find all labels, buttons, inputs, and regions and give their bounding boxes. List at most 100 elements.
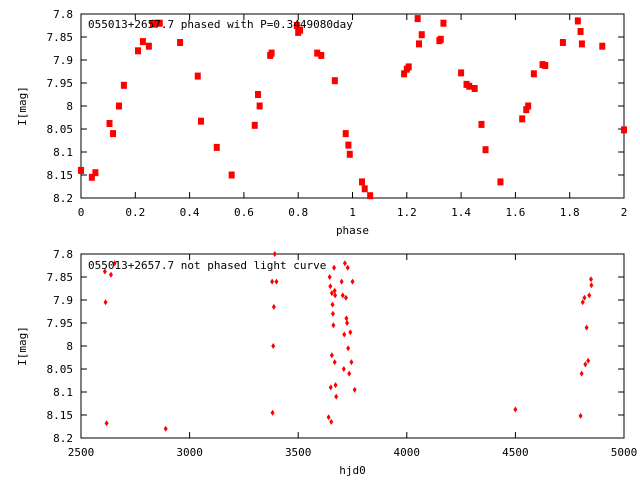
y-tick-label: 7.9 bbox=[53, 294, 73, 307]
data-point bbox=[255, 91, 262, 98]
x-tick-label: 0.6 bbox=[234, 206, 254, 219]
y-axis-ticks: 7.8 7.85 7.9 7.95 8 8.05 8.1 8.15 8.2 bbox=[47, 8, 624, 205]
x-tick-label: 3500 bbox=[285, 446, 312, 459]
data-point bbox=[577, 27, 584, 35]
data-point bbox=[346, 345, 351, 352]
x-tick-label: 5000 bbox=[611, 446, 638, 459]
data-point bbox=[599, 42, 606, 50]
data-point bbox=[326, 414, 331, 421]
data-point bbox=[344, 315, 349, 322]
y-tick-label: 8.2 bbox=[53, 192, 73, 205]
data-point bbox=[331, 77, 338, 85]
data-point bbox=[270, 278, 275, 285]
y-tick-label: 8.05 bbox=[47, 363, 74, 376]
data-point bbox=[139, 38, 146, 46]
chart-title: 055013+2657.7 phased with P=0.3449080day bbox=[88, 18, 353, 31]
data-point bbox=[343, 294, 348, 301]
x-axis-label: phase bbox=[336, 224, 369, 237]
data-point bbox=[352, 386, 357, 393]
y-tick-label: 7.85 bbox=[47, 271, 74, 284]
data-point bbox=[414, 15, 421, 23]
data-point bbox=[329, 418, 334, 425]
y-tick-label: 8.1 bbox=[53, 386, 73, 399]
data-point bbox=[251, 121, 258, 129]
y-tick-label: 7.8 bbox=[53, 8, 73, 21]
data-point bbox=[586, 357, 591, 364]
data-point bbox=[574, 17, 581, 25]
data-point bbox=[342, 260, 347, 267]
y-tick-label: 8.2 bbox=[53, 432, 73, 445]
data-point bbox=[580, 299, 585, 306]
data-point bbox=[416, 40, 423, 48]
data-point bbox=[334, 393, 339, 400]
data-point bbox=[471, 85, 478, 93]
phased-light-curve-panel: 0 0.2 0.4 0.6 0.8 1 1.2 1.4 1.6 1.8 2 7.87.857.97.… bbox=[16, 8, 627, 237]
data-point bbox=[108, 271, 113, 278]
x-tick-label: 3000 bbox=[176, 446, 203, 459]
y-tick-label: 7.95 bbox=[47, 77, 74, 90]
chart-title: 055013+2657.7 not phased light curve bbox=[88, 259, 326, 272]
data-point bbox=[103, 299, 108, 306]
data-point bbox=[272, 251, 277, 257]
data-point bbox=[589, 282, 594, 289]
data-point bbox=[318, 51, 325, 59]
x-tick-label: 1 bbox=[349, 206, 356, 219]
y-tick-label: 7.85 bbox=[47, 31, 74, 44]
data-point bbox=[588, 276, 593, 283]
x-tick-label: 2 bbox=[621, 206, 628, 219]
data-point bbox=[342, 130, 349, 138]
data-point bbox=[367, 192, 374, 200]
x-tick-label: 0.8 bbox=[288, 206, 308, 219]
data-point bbox=[293, 22, 300, 29]
data-point bbox=[333, 382, 338, 389]
y-tick-label: 8.15 bbox=[47, 409, 74, 422]
data-point bbox=[102, 268, 107, 275]
data-point bbox=[361, 185, 368, 193]
data-point bbox=[497, 178, 504, 186]
data-point bbox=[332, 287, 337, 294]
data-point bbox=[274, 278, 279, 285]
data-point bbox=[116, 102, 123, 110]
x-tick-label: 1.8 bbox=[560, 206, 580, 219]
data-point bbox=[110, 130, 117, 138]
data-point bbox=[440, 19, 447, 27]
x-tick-label: 1.6 bbox=[505, 206, 525, 219]
data-point bbox=[271, 303, 276, 310]
data-point bbox=[339, 278, 344, 285]
y-tick-label: 8.05 bbox=[47, 123, 74, 136]
x-tick-label: 0.4 bbox=[180, 206, 200, 219]
data-point bbox=[332, 264, 337, 271]
data-points bbox=[78, 15, 627, 200]
data-point bbox=[341, 366, 346, 372]
x-axis-label: hjd0 bbox=[339, 464, 366, 477]
data-point bbox=[345, 264, 350, 271]
y-tick-label: 7.95 bbox=[47, 317, 74, 330]
data-point bbox=[104, 420, 109, 427]
data-point bbox=[177, 39, 184, 47]
x-tick-label: 4000 bbox=[394, 446, 421, 459]
x-tick-label: 0.2 bbox=[125, 206, 145, 219]
plot-frame bbox=[80, 13, 625, 199]
data-point bbox=[145, 42, 152, 50]
x-tick-label: 4500 bbox=[502, 446, 529, 459]
data-point bbox=[519, 115, 526, 123]
data-point bbox=[583, 361, 588, 368]
data-point bbox=[213, 143, 220, 151]
data-point bbox=[198, 117, 205, 125]
data-point bbox=[330, 301, 335, 308]
data-point bbox=[466, 82, 473, 90]
unphased-light-curve-panel: 2500 3000 3500 4000 4500 5000 7.8 7.85 7.9 7.95 8… bbox=[16, 248, 637, 477]
data-point bbox=[578, 412, 583, 419]
data-point bbox=[578, 40, 585, 48]
data-point bbox=[482, 146, 489, 154]
data-point bbox=[332, 359, 337, 366]
data-point bbox=[327, 274, 332, 280]
data-point bbox=[120, 81, 127, 89]
data-point bbox=[328, 384, 333, 391]
y-tick-label: 8 bbox=[66, 340, 73, 353]
y-axis-ticks: 7.8 7.85 7.9 7.95 8 8.05 8.1 8.15 8.2 bbox=[47, 248, 624, 445]
data-point bbox=[478, 120, 485, 128]
data-point bbox=[342, 331, 347, 338]
data-point bbox=[350, 278, 355, 285]
data-point bbox=[106, 119, 113, 127]
